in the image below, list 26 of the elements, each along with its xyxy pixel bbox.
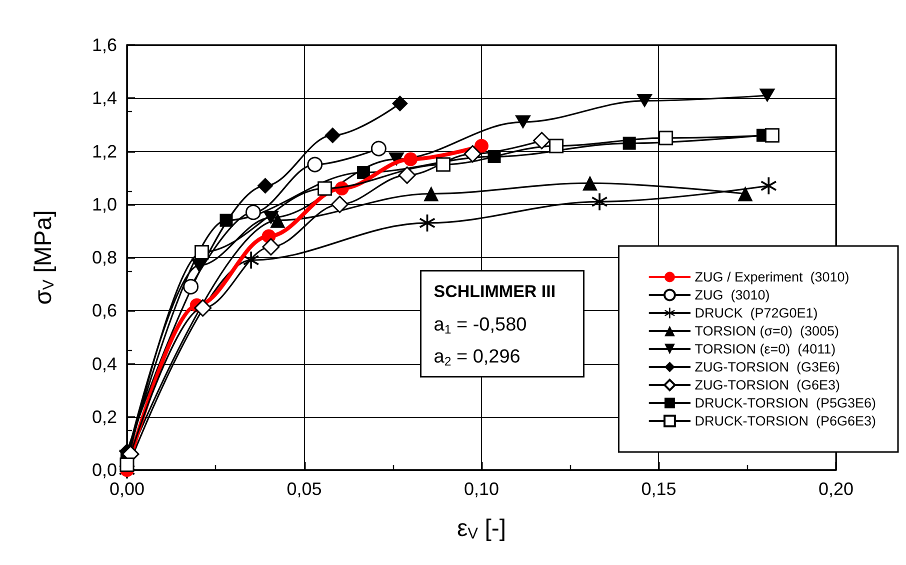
y-tick-label: 0,6 [92, 300, 117, 321]
y-tick-label: 0,2 [92, 406, 117, 427]
legend-label: ZUG-TORSION (G3E6) [694, 360, 840, 374]
x-tick-label: 0,00 [109, 479, 145, 499]
annotation: SCHLIMMER III [434, 282, 556, 301]
legend-label: TORSION (ε=0) (4011) [694, 342, 836, 356]
x-tick-label: 0,15 [641, 479, 676, 499]
y-tick-label: 0,8 [92, 248, 117, 268]
y-tick-label: 1,2 [92, 141, 117, 162]
x-tick-label: 0,20 [818, 479, 854, 499]
legend-label: DRUCK-TORSION (P5G3E6) [694, 396, 876, 410]
legend-label: ZUG-TORSION (G6E3) [694, 378, 840, 392]
legend-label: DRUCK-TORSION (P6G6E3) [694, 414, 876, 428]
y-tick-label: 0,4 [92, 354, 117, 374]
y-tick-label: 1,6 [92, 35, 117, 55]
x-tick-label: 0,10 [464, 479, 500, 499]
x-tick-label: 0,05 [286, 479, 322, 499]
legend-label: ZUG (3010) [694, 288, 770, 302]
y-tick-label: 1,0 [92, 194, 117, 214]
y-tick-label: 0,0 [92, 460, 117, 480]
legend-label: ZUG / Experiment (3010) [694, 270, 850, 284]
y-axis-title: σV [MPa] [30, 210, 58, 305]
legend-label: DRUCK (P72G0E1) [694, 306, 818, 320]
x-axis-title: εV [-] [456, 514, 506, 542]
y-tick-label: 1,4 [92, 88, 117, 108]
legend-label: TORSION (σ=0) (3005) [694, 324, 839, 338]
